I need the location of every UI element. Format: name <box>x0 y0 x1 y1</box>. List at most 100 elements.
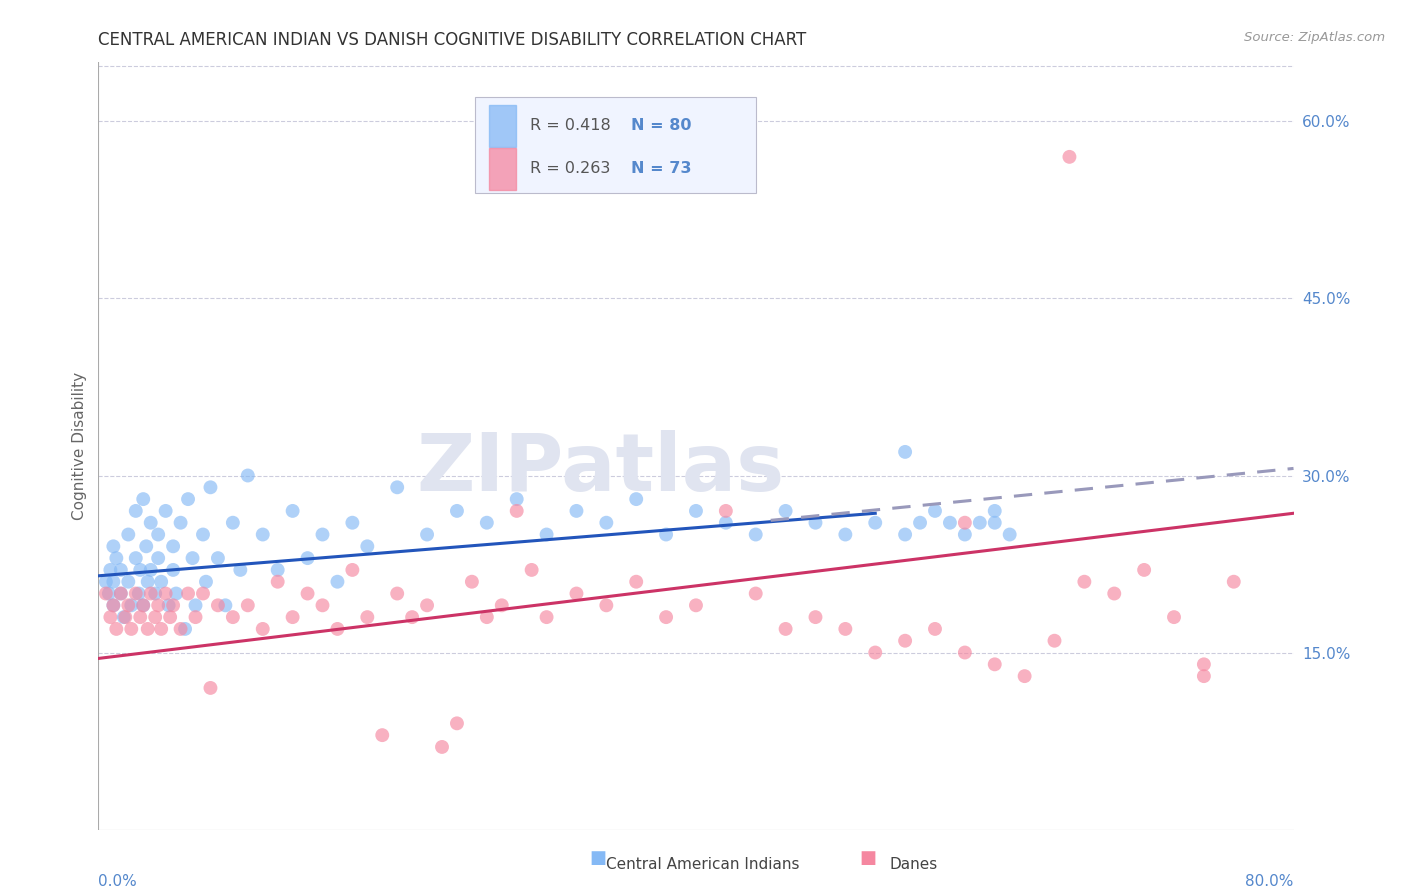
Point <box>1192 657 1215 672</box>
Point <box>714 504 737 518</box>
Point <box>148 551 170 566</box>
Point <box>169 622 191 636</box>
Text: ■: ■ <box>859 849 876 867</box>
Point <box>356 610 378 624</box>
Point <box>565 586 588 600</box>
Point <box>150 622 173 636</box>
Point <box>132 599 155 613</box>
Point <box>155 504 177 518</box>
Text: ZIPatlas: ZIPatlas <box>416 430 785 508</box>
Point <box>1223 574 1246 589</box>
Point <box>714 516 737 530</box>
Text: Danes: Danes <box>890 857 938 872</box>
Point <box>162 539 184 553</box>
Text: N = 80: N = 80 <box>631 119 692 133</box>
Point <box>117 574 139 589</box>
Point <box>326 622 349 636</box>
Point <box>385 586 409 600</box>
Point <box>475 516 498 530</box>
Point <box>745 527 768 541</box>
Point <box>157 599 180 613</box>
Point <box>110 586 132 600</box>
Point <box>356 539 378 553</box>
Point <box>125 504 148 518</box>
Point <box>181 551 204 566</box>
Point <box>222 610 245 624</box>
Point <box>155 586 177 600</box>
Point <box>984 657 1007 672</box>
Point <box>953 646 976 660</box>
Text: Central American Indians: Central American Indians <box>606 857 800 872</box>
Point <box>894 445 917 459</box>
Point <box>565 504 588 518</box>
Point <box>685 599 707 613</box>
Point <box>595 599 617 613</box>
Point <box>939 516 962 530</box>
Point <box>148 599 170 613</box>
Text: N = 73: N = 73 <box>631 161 692 177</box>
Point <box>1133 563 1156 577</box>
Point <box>132 492 155 507</box>
Point <box>159 610 181 624</box>
Point <box>342 563 364 577</box>
Point <box>894 527 917 541</box>
Text: 80.0%: 80.0% <box>1246 874 1294 889</box>
Point <box>103 599 125 613</box>
Point <box>953 516 976 530</box>
Point <box>252 527 274 541</box>
Point <box>236 468 259 483</box>
Point <box>924 622 946 636</box>
Point <box>311 527 333 541</box>
Point <box>110 586 132 600</box>
Point <box>281 610 304 624</box>
Point <box>267 574 290 589</box>
Point <box>804 610 827 624</box>
Point <box>775 504 797 518</box>
Point <box>626 492 648 507</box>
Point <box>139 516 162 530</box>
Point <box>595 516 617 530</box>
Point <box>416 599 439 613</box>
Point <box>169 516 191 530</box>
Point <box>136 622 159 636</box>
Point <box>969 516 991 530</box>
Point <box>135 539 157 553</box>
Point <box>165 586 187 600</box>
Point <box>446 504 468 518</box>
Point <box>103 574 125 589</box>
Point <box>136 574 159 589</box>
Point <box>626 574 648 589</box>
Point <box>162 563 184 577</box>
Text: 0.0%: 0.0% <box>98 874 138 889</box>
Text: Source: ZipAtlas.com: Source: ZipAtlas.com <box>1244 31 1385 45</box>
Point <box>110 563 132 577</box>
Point <box>139 586 162 600</box>
Point <box>894 633 917 648</box>
Point <box>281 504 304 518</box>
Point <box>401 610 423 624</box>
Point <box>125 551 148 566</box>
Bar <box>489 148 516 190</box>
Point <box>267 563 290 577</box>
Text: R = 0.263: R = 0.263 <box>530 161 610 177</box>
Point <box>461 574 484 589</box>
Point <box>132 599 155 613</box>
Point <box>112 610 135 624</box>
Point <box>114 610 136 624</box>
Point <box>685 504 707 518</box>
Point <box>94 574 117 589</box>
Text: ■: ■ <box>589 849 606 867</box>
Point <box>385 480 409 494</box>
Point <box>536 527 558 541</box>
Bar <box>489 104 516 147</box>
Point <box>98 610 122 624</box>
Point <box>1192 669 1215 683</box>
Point <box>655 610 678 624</box>
Point <box>416 527 439 541</box>
Point <box>775 622 797 636</box>
Point <box>1073 574 1095 589</box>
Point <box>177 586 200 600</box>
Point <box>103 539 125 553</box>
Point <box>536 610 558 624</box>
Point <box>105 551 128 566</box>
